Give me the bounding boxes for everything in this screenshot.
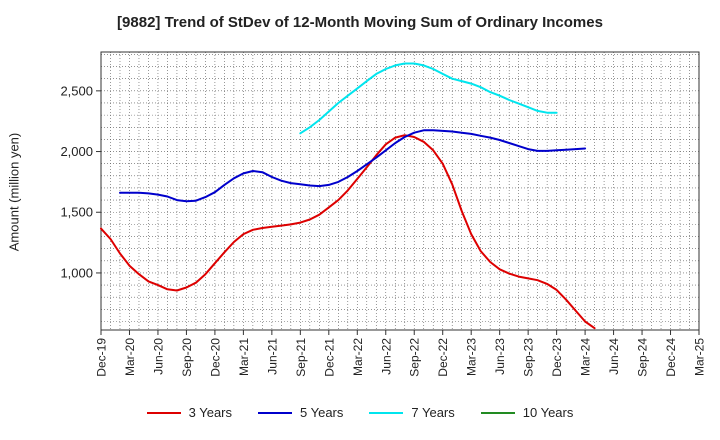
x-tick-label: Sep-23 [522, 338, 536, 377]
x-tick-label: Sep-24 [636, 338, 650, 377]
x-tick-label: Sep-22 [408, 338, 422, 377]
x-tick-label: Mar-20 [123, 338, 137, 376]
legend: 3 Years 5 Years 7 Years 10 Years [0, 405, 720, 420]
series-line-3-years [100, 134, 596, 330]
x-tick-label: Jun-21 [265, 338, 279, 375]
x-tick-label: Dec-22 [436, 338, 450, 377]
legend-swatch-10-years [480, 411, 515, 414]
x-tick-label: Mar-22 [351, 338, 365, 376]
x-tick-label: Sep-21 [294, 338, 308, 377]
legend-item-7-years[interactable]: 7 Years [369, 405, 455, 420]
series-line-5-years [119, 129, 587, 203]
legend-label-10-years: 10 Years [522, 405, 574, 420]
y-tick-label: 1,000 [60, 265, 93, 280]
legend-item-3-years[interactable]: 3 Years [146, 405, 232, 420]
x-tick-label: Jun-22 [379, 338, 393, 375]
legend-swatch-7-years [369, 411, 404, 414]
legend-swatch-5-years [258, 411, 292, 414]
plot-area [101, 52, 699, 330]
x-tick-label: Dec-21 [322, 338, 336, 377]
x-tick-label: Dec-23 [550, 338, 564, 377]
legend-swatch-3-years [146, 411, 181, 414]
x-tick-label: Jun-23 [493, 338, 507, 375]
chart-title: [9882] Trend of StDev of 12-Month Moving… [117, 14, 603, 31]
y-tick-label: 1,500 [60, 205, 93, 220]
x-tick-label: Mar-23 [465, 338, 479, 376]
x-tick-label: Dec-19 [95, 338, 109, 377]
legend-item-5-years[interactable]: 5 Years [258, 405, 343, 420]
legend-label-5-years: 5 Years [300, 405, 344, 420]
x-tick-label: Jun-24 [607, 338, 621, 375]
y-tick-label: 2,500 [60, 83, 93, 98]
x-tick-label: Dec-20 [208, 338, 222, 377]
x-tick-label: Mar-25 [693, 338, 707, 376]
x-tick-label: Jun-20 [151, 338, 165, 375]
legend-label-3-years: 3 Years [188, 405, 232, 420]
x-tick-label: Sep-20 [180, 338, 194, 377]
x-tick-label: Dec-24 [664, 338, 678, 377]
y-tick-label: 2,000 [60, 144, 93, 159]
legend-item-10-years[interactable]: 10 Years [480, 405, 574, 420]
x-tick-label: Mar-24 [579, 338, 593, 376]
x-tick-label: Mar-21 [237, 338, 251, 376]
plot-frame [100, 51, 700, 331]
legend-label-7-years: 7 Years [411, 405, 455, 420]
series-line-7-years [299, 62, 558, 135]
